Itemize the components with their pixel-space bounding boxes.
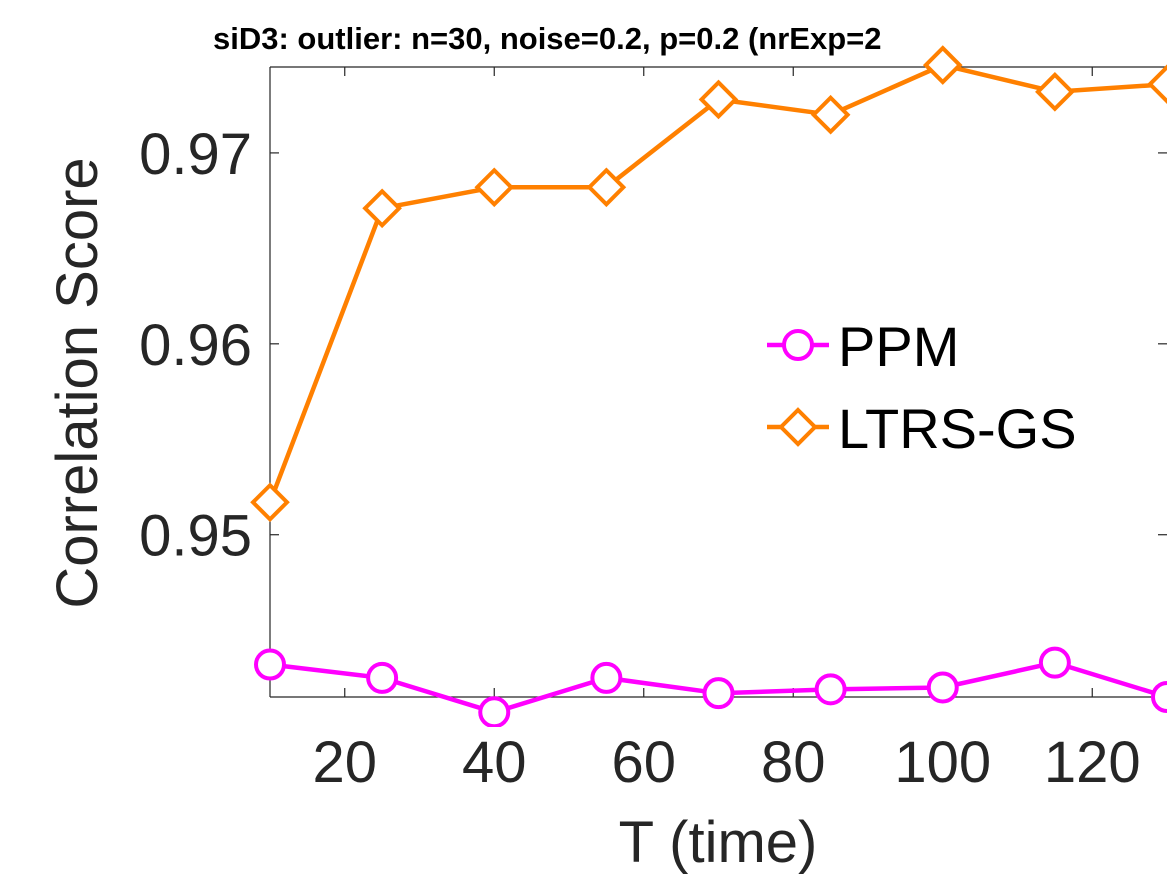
data-point-circle — [814, 673, 847, 706]
y-tick-label: 0.97 — [139, 122, 252, 187]
legend: PPM LTRS-GS — [767, 315, 1077, 460]
series-ppm — [254, 646, 1167, 727]
x-tick-label: 100 — [894, 730, 991, 795]
data-point-diamond — [698, 79, 739, 120]
data-point-diamond — [474, 167, 515, 208]
data-point-diamond — [922, 45, 963, 85]
x-tick-label: 60 — [611, 730, 676, 795]
data-point-circle — [1151, 681, 1167, 713]
data-point-diamond — [250, 482, 290, 523]
data-point-diamond — [810, 94, 851, 135]
series-ltrs-gs — [250, 45, 1167, 523]
legend-label: LTRS-GS — [838, 397, 1077, 460]
x-tick-label: 120 — [1044, 730, 1141, 795]
data-point-circle — [1038, 646, 1071, 679]
data-point-circle — [366, 661, 399, 694]
x-tick-label: 80 — [761, 730, 826, 795]
y-tick-label: 0.96 — [139, 313, 252, 378]
legend-marker-diamond — [778, 407, 818, 447]
data-point-diamond — [1035, 71, 1075, 112]
series-lines — [250, 45, 1167, 727]
data-point-circle — [590, 661, 623, 694]
data-point-diamond — [362, 188, 402, 229]
data-point-diamond — [1147, 64, 1167, 105]
x-tick-label: 20 — [312, 730, 377, 795]
x-axis-label: T (time) — [619, 810, 818, 875]
axes: 20 40 60 80 100 120 0.95 0.96 0.97 — [139, 66, 1167, 795]
x-tick-label: 40 — [462, 730, 527, 795]
legend-marker-circle — [782, 329, 814, 361]
data-point-circle — [926, 671, 959, 704]
data-point-circle — [478, 696, 511, 727]
chart-title: siD3: outlier: n=30, noise=0.2, p=0.2 (n… — [213, 21, 881, 56]
data-point-circle — [702, 677, 735, 710]
y-axis-label: Correlation Score — [45, 157, 110, 608]
data-point-circle — [254, 648, 286, 681]
y-tick-label: 0.95 — [139, 504, 252, 569]
data-point-diamond — [586, 167, 627, 208]
legend-label: PPM — [838, 315, 959, 378]
